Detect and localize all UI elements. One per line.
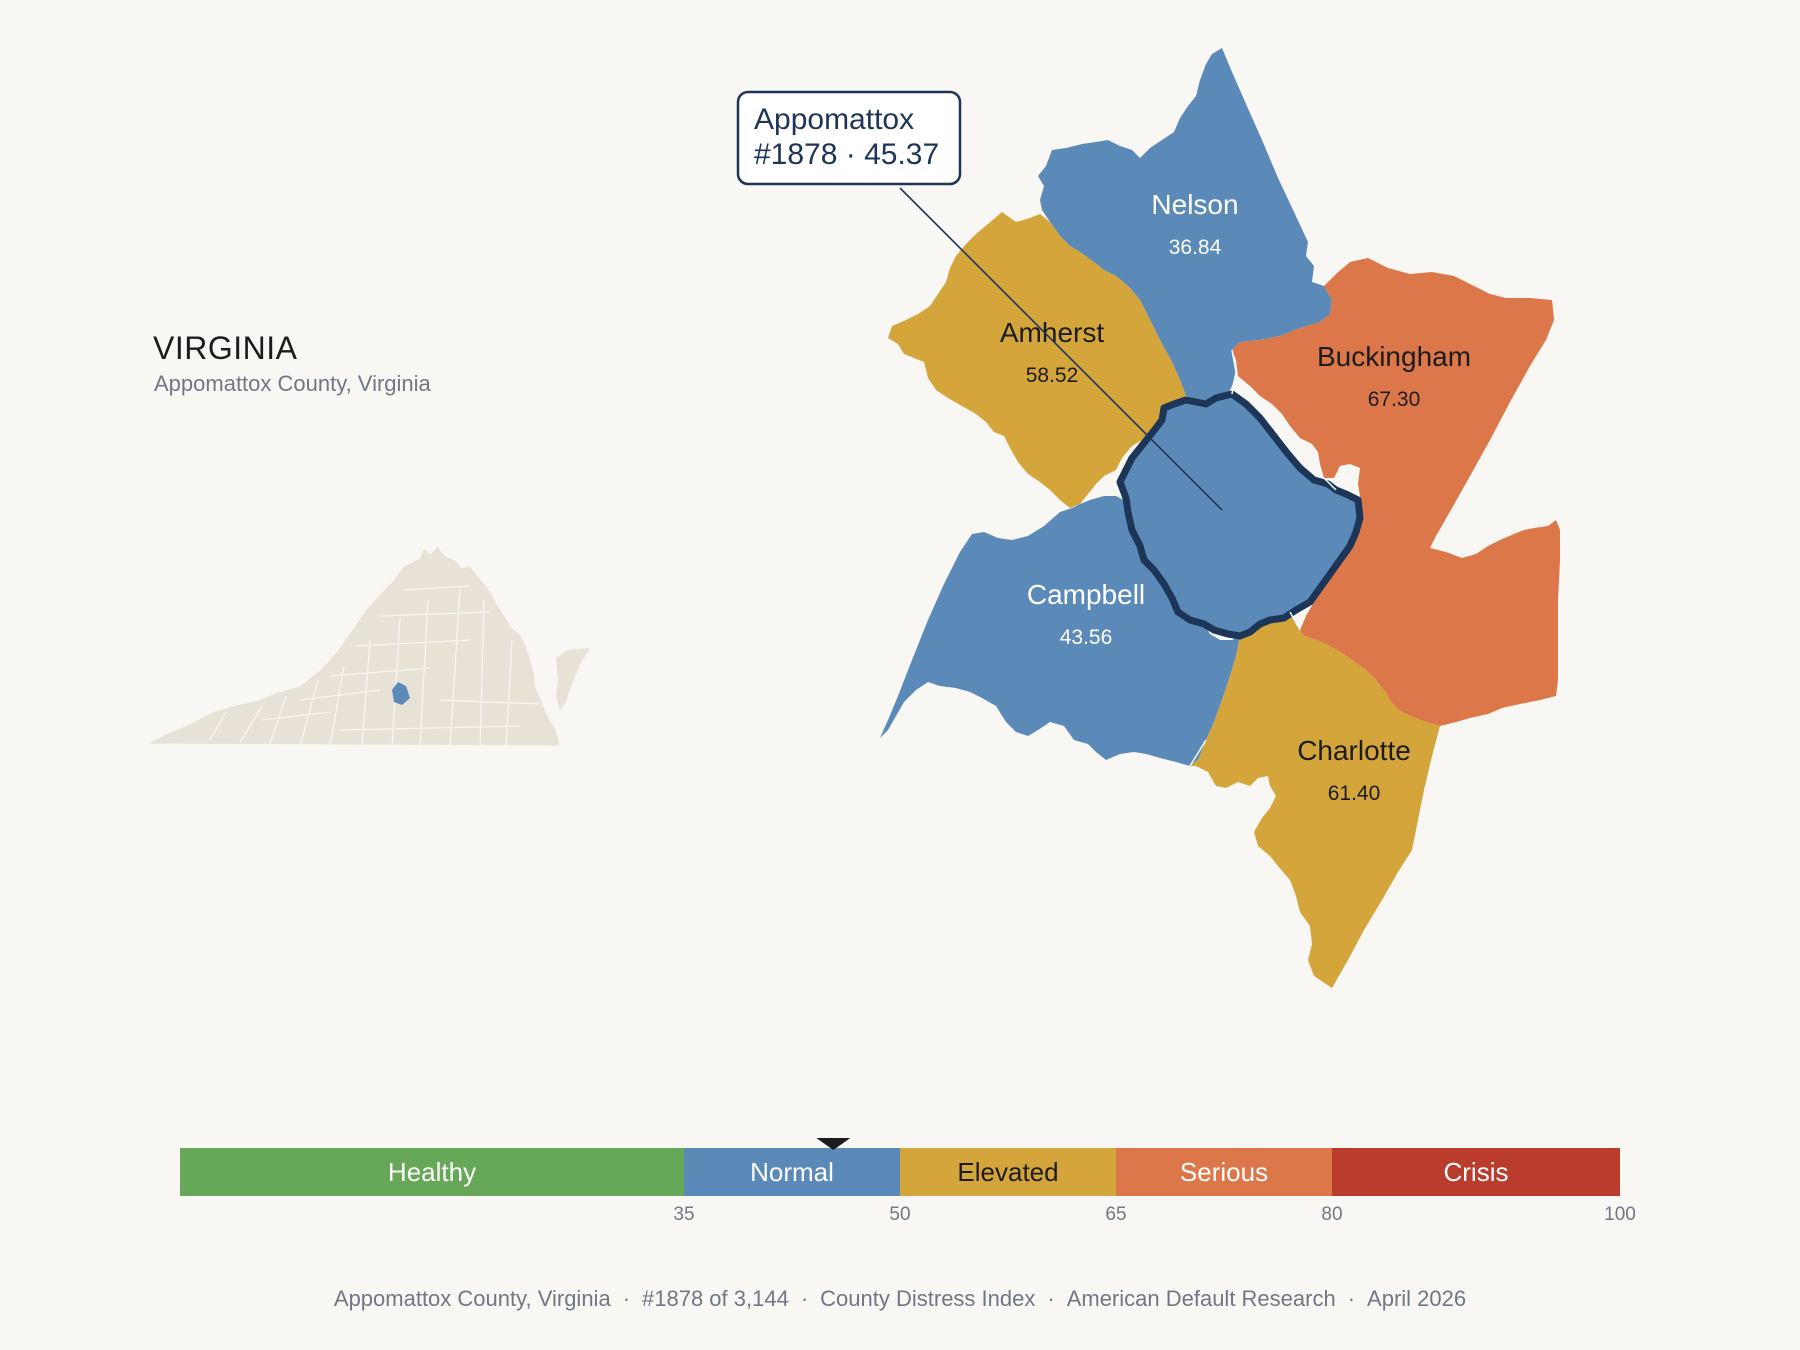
callout-detail: #1878 · 45.37: [754, 138, 939, 171]
boundary-lines: [1189, 349, 1337, 767]
footer: Appomattox County, Virginia · #1878 of 3,1…: [333, 1286, 1467, 1311]
footer-source: American Default Research: [1066, 1286, 1336, 1311]
county-grid-lines: [209, 585, 541, 749]
legend: Healthy Normal Elevated Serious Crisis 35 50 65…: [180, 1138, 1636, 1225]
legend-tick-100: 100: [1604, 1204, 1636, 1225]
county-nelson[interactable]: [1038, 48, 1332, 404]
legend-band-elevated: [900, 1148, 1116, 1196]
legend-band-label-healthy: Healthy: [388, 1157, 476, 1187]
legend-band-label-serious: Serious: [1180, 1157, 1268, 1187]
county-label-buckingham: Buckingham: [1317, 341, 1471, 372]
county-value-buckingham: 67.30: [1368, 388, 1421, 411]
county-value-amherst: 58.52: [1026, 364, 1079, 387]
legend-band-label-crisis: Crisis: [1444, 1157, 1509, 1187]
county-label-campbell: Campbell: [1027, 579, 1145, 610]
legend-band-label-normal: Normal: [750, 1157, 834, 1187]
state-inset-map: [146, 545, 590, 749]
legend-band-normal: [684, 1148, 900, 1196]
county-value-nelson: 36.84: [1169, 236, 1222, 259]
county-label-charlotte: Charlotte: [1297, 735, 1411, 766]
legend-band-serious: [1116, 1148, 1332, 1196]
callout-county: Appomattox: [754, 103, 914, 136]
legend-tick-80: 80: [1321, 1204, 1342, 1225]
county-label-nelson: Nelson: [1151, 189, 1238, 220]
county-labels: Nelson 36.84 Amherst 58.52 Buckingham 67.30 Ca…: [1000, 189, 1471, 805]
county-map: Nelson 36.84 Amherst 58.52 Buckingham 67.30 Ca…: [736, 48, 1560, 988]
county-charlotte[interactable]: [1190, 612, 1440, 988]
callout: Appomattox #1878 · 45.37: [736, 90, 1223, 511]
footer-index: County Distress Index: [820, 1286, 1036, 1311]
callout-box: [736, 90, 962, 186]
county-label-amherst: Amherst: [1000, 317, 1104, 348]
legend-band-label-elevated: Elevated: [957, 1157, 1058, 1187]
county-unlabeled-east[interactable]: [1300, 496, 1560, 726]
legend-band-crisis: [1332, 1148, 1620, 1196]
footer-county: Appomattox County, Virginia: [333, 1286, 611, 1311]
county-amherst[interactable]: [888, 212, 1186, 508]
legend-tick-50: 50: [889, 1204, 910, 1225]
inset-subtitle: Appomattox County, Virginia: [154, 371, 431, 396]
county-appomattox-highlighted[interactable]: [1116, 390, 1364, 640]
county-value-charlotte: 61.40: [1328, 782, 1381, 805]
footer-date: April 2026: [1367, 1286, 1467, 1311]
inset-highlight-appomattox: [392, 682, 410, 705]
legend-band-healthy: [180, 1148, 684, 1196]
county-buckingham[interactable]: [1232, 258, 1554, 548]
legend-value-marker: [816, 1138, 851, 1150]
county-value-campbell: 43.56: [1060, 626, 1113, 649]
legend-tick-65: 65: [1105, 1204, 1126, 1225]
callout-leader-line: [899, 187, 1223, 511]
virginia-eastern-shore: [556, 648, 590, 710]
inset-state-name: VIRGINIA: [153, 330, 298, 366]
legend-tick-35: 35: [673, 1204, 694, 1225]
footer-rank: #1878 of 3,144: [642, 1286, 789, 1311]
virginia-outline: [146, 545, 561, 747]
